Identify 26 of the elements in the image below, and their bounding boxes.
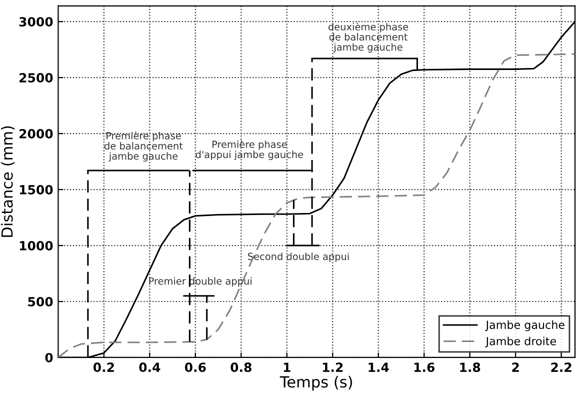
legend-label: Jambe droite bbox=[485, 336, 556, 348]
y-tick-label: 0 bbox=[45, 352, 53, 362]
y-tick-label: 1000 bbox=[20, 240, 53, 250]
y-axis-title: Distance (mm) bbox=[0, 126, 15, 237]
y-tick-label: 2000 bbox=[20, 129, 53, 138]
x-tick-label: 1.8 bbox=[460, 362, 480, 372]
annotation: Première phase de balancement jambe gauche bbox=[104, 132, 183, 162]
y-tick-label: 2500 bbox=[20, 73, 53, 83]
x-tick-label: 2.2 bbox=[551, 362, 572, 372]
legend-label: Jambe gauche bbox=[485, 320, 564, 332]
y-tick-label: 3000 bbox=[19, 17, 53, 27]
annotation: Second double appui bbox=[248, 252, 349, 262]
y-tick-label: 1500 bbox=[20, 185, 53, 194]
x-tick-label: 1.4 bbox=[368, 362, 389, 372]
x-tick-label: 2 bbox=[512, 362, 519, 372]
x-tick-label: 0.6 bbox=[184, 362, 206, 372]
x-tick-label: 1.6 bbox=[414, 362, 434, 372]
annotation: deuxième phase de balancement jambe gauche bbox=[328, 22, 408, 53]
x-tick-label: 0.4 bbox=[139, 362, 160, 372]
x-axis-title: Temps (s) bbox=[280, 376, 352, 391]
x-tick-label: 1.2 bbox=[322, 362, 343, 372]
x-tick-label: 0.8 bbox=[230, 362, 252, 372]
x-tick-label: 1 bbox=[284, 362, 290, 372]
y-tick-label: 500 bbox=[28, 296, 53, 306]
x-tick-label: 0.2 bbox=[93, 362, 114, 372]
annotation: Première phase d'appui jambe gauche bbox=[196, 140, 304, 160]
